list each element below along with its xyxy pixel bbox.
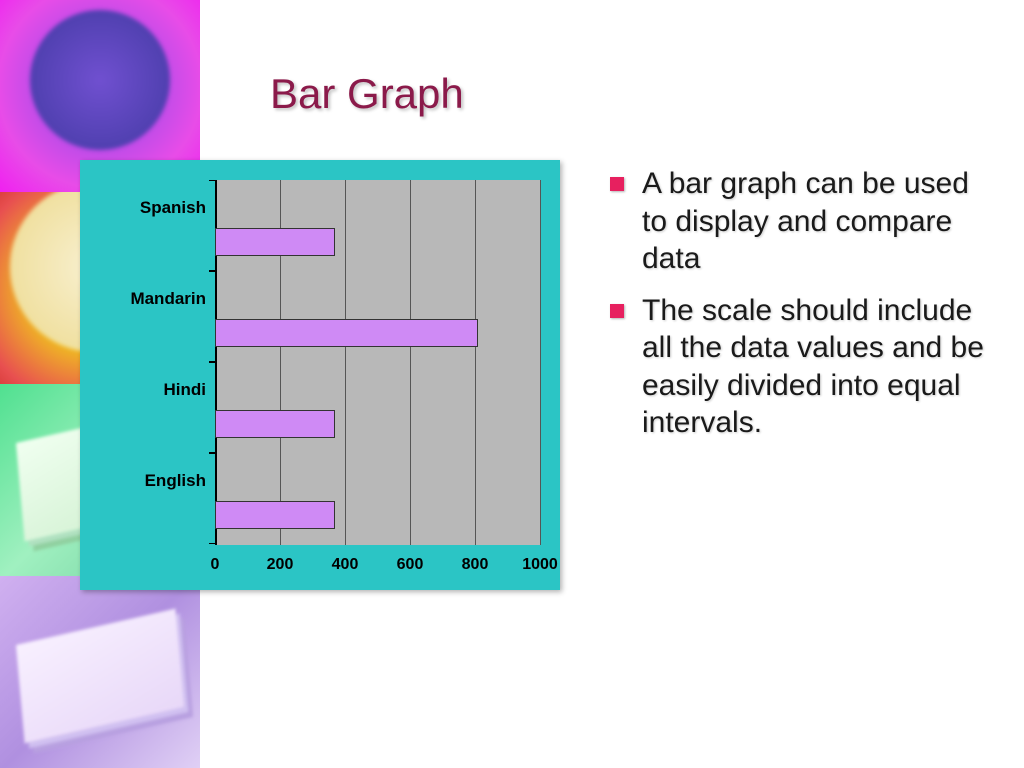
x-axis-label: 600 (397, 556, 424, 574)
y-axis-label: Hindi (86, 380, 206, 400)
y-tick (209, 543, 215, 544)
bullet-text: The scale should include all the data va… (642, 292, 1000, 442)
gridline (410, 180, 411, 545)
y-tick (209, 453, 215, 454)
bar (215, 319, 478, 347)
bar (215, 228, 335, 256)
x-axis-label: 1000 (522, 556, 558, 574)
bullet-marker-icon (610, 177, 624, 191)
bar (215, 410, 335, 438)
gridline (540, 180, 541, 545)
x-axis-labels: 02004006008001000 (215, 550, 540, 580)
gridline (345, 180, 346, 545)
bullet-item: The scale should include all the data va… (610, 292, 1000, 442)
bullet-item: A bar graph can be used to display and c… (610, 165, 1000, 278)
sidebar-tile-lavender-papers (0, 576, 200, 768)
bullet-list: A bar graph can be used to display and c… (610, 165, 1000, 456)
bar (215, 501, 335, 529)
y-axis-label: Mandarin (86, 289, 206, 309)
bullet-text: A bar graph can be used to display and c… (642, 165, 1000, 278)
y-tick (209, 180, 215, 181)
x-axis-label: 400 (332, 556, 359, 574)
y-axis-label: English (86, 471, 206, 491)
x-axis-label: 0 (211, 556, 220, 574)
bullet-marker-icon (610, 304, 624, 318)
y-tick (209, 271, 215, 272)
gridline (475, 180, 476, 545)
y-tick (209, 362, 215, 363)
x-axis-label: 800 (462, 556, 489, 574)
y-axis-label: Spanish (86, 198, 206, 218)
plot-area (215, 180, 540, 545)
bar-chart: 0 200 400 600 800 1000 Spanish Mandarin Hindi En… (80, 160, 560, 590)
x-axis-label: 200 (267, 556, 294, 574)
slide-title: Bar Graph (270, 70, 464, 118)
